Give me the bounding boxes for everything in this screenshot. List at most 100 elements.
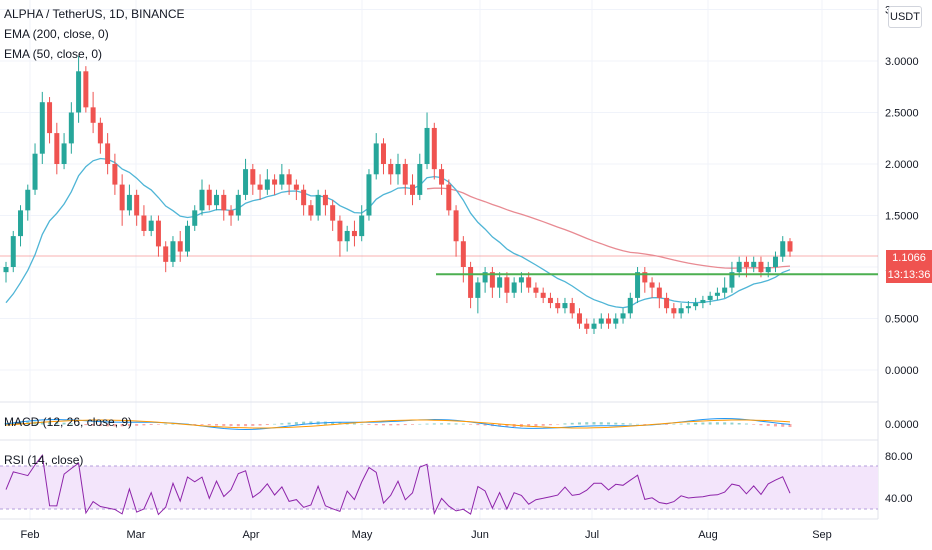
macd-histogram-bar <box>11 422 15 425</box>
grid <box>0 0 879 520</box>
macd-histogram-bar <box>621 423 625 425</box>
candle-body <box>39 102 45 154</box>
candle-body <box>751 261 757 267</box>
candle-body <box>460 241 466 267</box>
last-price-badge: 1.1066 <box>886 250 932 267</box>
candle-body <box>468 267 474 298</box>
macd-histogram-bar <box>98 424 102 427</box>
macd-histogram-bar <box>48 421 52 425</box>
time-tick: May <box>352 529 373 541</box>
candle-body <box>620 313 626 319</box>
candle-body <box>170 241 176 262</box>
price-tick: 1.5000 <box>885 211 919 223</box>
candle-body <box>293 184 299 190</box>
candle-body <box>25 189 31 211</box>
rsi-line <box>5 454 791 516</box>
candle-body <box>627 297 633 314</box>
candle-body <box>286 174 292 185</box>
candle-body <box>497 277 503 288</box>
candle-body <box>635 272 641 298</box>
candle-body <box>112 164 118 185</box>
macd-histogram-bar <box>287 422 291 425</box>
chart-title: ALPHA / TetherUS, 1D, BINANCE <box>4 7 185 21</box>
price-tick: 2.5000 <box>885 108 919 120</box>
candle-body <box>257 184 263 190</box>
macd-histogram-bar <box>432 423 436 425</box>
macd-histogram-bar <box>483 424 487 426</box>
candle-body <box>214 194 220 206</box>
candle-body <box>700 299 706 304</box>
macd-histogram-bar <box>737 423 741 425</box>
candle-body <box>555 303 561 309</box>
macd-histogram-bar <box>447 423 451 425</box>
candle-body <box>547 297 553 304</box>
macd-histogram-bar <box>577 422 581 425</box>
macd-histogram-bar <box>548 424 552 426</box>
macd-histogram-bar <box>411 424 415 425</box>
candle-body <box>68 112 74 144</box>
candle-body <box>743 261 749 267</box>
currency-button[interactable]: USDT <box>888 6 922 28</box>
macd-histogram-bar <box>265 424 269 425</box>
macd-histogram-bar <box>273 423 277 425</box>
candle-body <box>366 174 372 216</box>
macd-histogram-bar <box>360 423 364 425</box>
macd-histogram-bar <box>592 422 596 425</box>
macd-histogram-bar <box>389 424 393 426</box>
macd-histogram-bar <box>396 424 400 426</box>
candle-body <box>134 194 140 216</box>
candle-body <box>722 287 728 293</box>
candle-body <box>504 277 510 293</box>
candle-body <box>322 194 328 206</box>
macd-histogram-bar <box>665 424 669 425</box>
candle-body <box>526 277 532 288</box>
candle-body <box>243 169 249 195</box>
macd-histogram-bar <box>686 423 690 425</box>
macd-histogram-bar <box>294 422 298 425</box>
macd-histogram-bar <box>461 423 465 425</box>
candle-body <box>482 272 488 283</box>
candles <box>3 55 793 334</box>
rsi-legend[interactable]: RSI (14, close) <box>4 453 84 467</box>
macd-histogram-bar <box>229 424 233 427</box>
macd-histogram-bar <box>643 424 647 425</box>
macd-pane <box>4 417 792 431</box>
candle-body <box>105 143 111 164</box>
rsi-pane <box>5 454 791 516</box>
macd-histogram-bar <box>723 422 727 425</box>
candle-body <box>373 143 379 175</box>
ema50-legend[interactable]: EMA (50, close, 0) <box>4 47 103 61</box>
macd-histogram-bar <box>106 424 110 427</box>
candle-body <box>431 127 437 170</box>
ema200-legend[interactable]: EMA (200, close, 0) <box>4 27 109 41</box>
macd-histogram-bar <box>244 424 248 427</box>
macd-histogram-bar <box>338 422 342 425</box>
macd-histogram-bar <box>752 424 756 425</box>
candle-body <box>337 220 343 242</box>
macd-histogram-bar <box>403 424 407 426</box>
ema200-path <box>426 187 791 269</box>
candle-body <box>685 306 691 309</box>
candle-body <box>693 303 699 307</box>
candle-body <box>758 261 764 273</box>
rsi-band <box>0 465 878 510</box>
candle-body <box>417 164 423 195</box>
candle-body <box>613 318 619 324</box>
candle-body <box>511 282 517 293</box>
candle-body <box>250 169 256 185</box>
rsi-tick: 80.00 <box>885 451 913 463</box>
candle-body <box>489 272 495 288</box>
macd-histogram-bar <box>701 422 705 425</box>
macd-legend[interactable]: MACD (12, 26, close, 9) <box>4 415 133 429</box>
macd-histogram-bar <box>505 424 509 427</box>
candle-body <box>402 164 408 185</box>
macd-histogram-bar <box>773 424 777 427</box>
macd-histogram-bar <box>715 422 719 425</box>
candle-body <box>787 241 793 252</box>
candle-body <box>344 230 350 242</box>
candle-body <box>272 179 278 185</box>
candle-body <box>678 308 684 314</box>
ema200-line <box>426 187 791 269</box>
macd-histogram-bar <box>788 424 792 428</box>
